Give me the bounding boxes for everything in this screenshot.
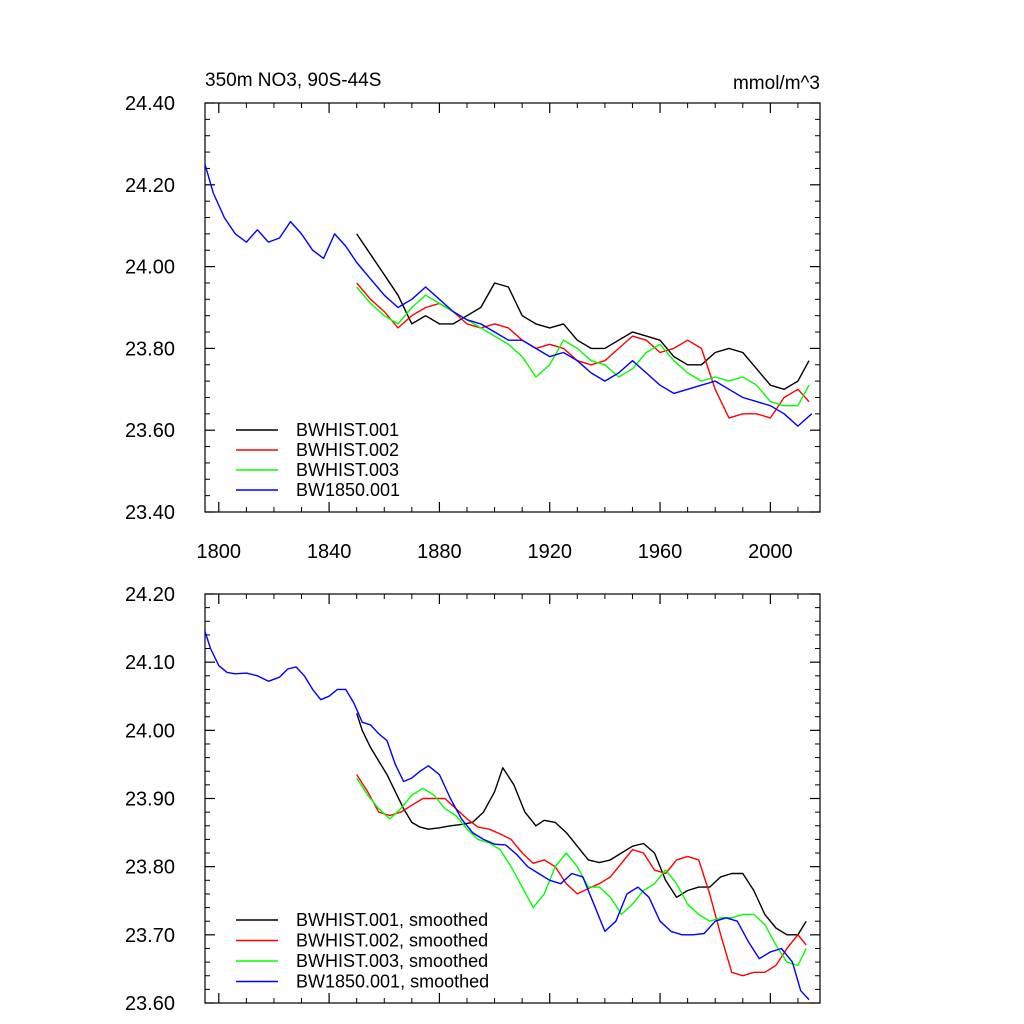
x-tick-label: 1960 [638, 541, 683, 563]
legend-label: BWHIST.003 [296, 460, 399, 480]
y-tick-label: 23.90 [125, 789, 175, 811]
bottom-panel: 23.60 23.70 23.80 23.90 24.00 24.10 24.20 BWHIS… [125, 584, 821, 1015]
y-tick-label: 24.40 [125, 93, 175, 115]
legend-label: BWHIST.001 [296, 420, 399, 440]
series-line-1 [356, 774, 807, 977]
y-tick-label: 24.20 [125, 584, 175, 606]
x-tick-label: 1840 [307, 541, 352, 563]
y-tick-label: 24.10 [125, 652, 175, 674]
legend-label: BWHIST.002 [296, 440, 399, 460]
series-line-2 [356, 286, 810, 407]
x-tick-label: 1800 [197, 541, 242, 563]
legend-label: BWHIST.001, smoothed [296, 910, 488, 930]
series-line-3 [204, 631, 810, 1001]
x-tick-label: 2000 [748, 541, 793, 563]
y-tick-label: 23.40 [125, 502, 175, 524]
series-line-0 [356, 233, 810, 390]
legend-label: BW1850.001 [296, 480, 400, 500]
y-tick-label: 23.70 [125, 925, 175, 947]
legend-label: BWHIST.003, smoothed [296, 951, 488, 971]
legend-label: BWHIST.002, smoothed [296, 931, 488, 951]
series-line-3 [204, 164, 813, 427]
series-line-1 [356, 282, 810, 419]
y-tick-label: 24.00 [125, 257, 175, 279]
chart-title: 350m NO3, 90S-44S [205, 70, 381, 91]
x-tick-label: 1920 [527, 541, 572, 563]
series-line-0 [356, 713, 807, 936]
y-tick-label: 24.20 [125, 175, 175, 197]
legend-label: BW1850.001, smoothed [296, 972, 489, 992]
y-tick-label: 23.60 [125, 420, 175, 442]
y-tick-label: 23.80 [125, 338, 175, 360]
x-tick-label: 1880 [417, 541, 462, 563]
top-panel: 1800 1840 1880 1920 1960 2000 23.40 23.60 23.80 2… [125, 70, 821, 563]
units-label: mmol/m^3 [733, 73, 820, 94]
plot-frame [204, 102, 821, 513]
y-tick-label: 24.00 [125, 720, 175, 742]
y-tick-label: 23.60 [125, 993, 175, 1015]
y-tick-label: 23.80 [125, 857, 175, 879]
